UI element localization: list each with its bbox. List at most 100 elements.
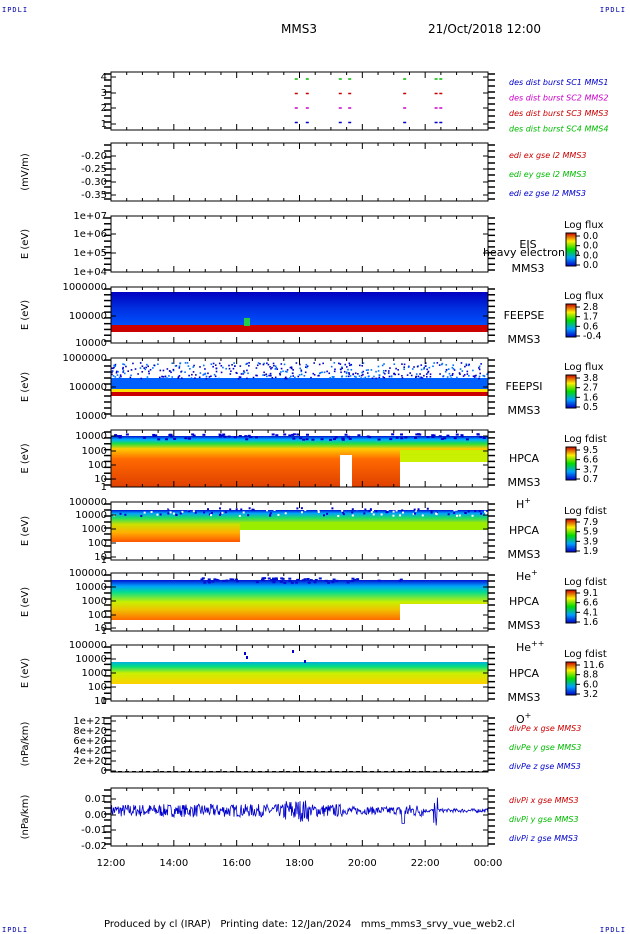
feepsi-pixel bbox=[125, 365, 127, 368]
hpca-h-speckle bbox=[329, 438, 333, 441]
feepsi-pixel bbox=[166, 377, 169, 380]
hpca-he-speckle bbox=[266, 509, 269, 512]
feepsi-pixel bbox=[158, 376, 161, 379]
hpca-h-speckle bbox=[348, 437, 352, 440]
feepsi-pixel bbox=[429, 375, 432, 378]
legend-entry: edi ez gse l2 MMS3 bbox=[509, 189, 586, 198]
spacecraft-label: MMS3 bbox=[508, 333, 541, 346]
feepse-low-energy-band bbox=[111, 325, 488, 332]
feepsi-pixel bbox=[276, 368, 279, 370]
feepsi-pixel bbox=[215, 370, 218, 373]
feepsi-pixel bbox=[210, 363, 213, 365]
hpca-he-speckle bbox=[484, 510, 487, 513]
hpca-he2-speckle bbox=[207, 578, 211, 581]
feepsi-pixel bbox=[420, 368, 423, 371]
colorbar-tick-label: 3.7 bbox=[583, 464, 598, 475]
hpca-he2-speckle bbox=[301, 579, 305, 582]
feepsi-pixel bbox=[362, 362, 365, 364]
feepsi-pixel bbox=[313, 373, 316, 376]
feepsi-pixel bbox=[122, 363, 124, 365]
hpca-he-speckle bbox=[238, 514, 241, 517]
burst-marker bbox=[294, 92, 298, 95]
burst-marker bbox=[434, 78, 438, 80]
hpca-he-speckle bbox=[269, 507, 272, 510]
hpca-h-speckle bbox=[254, 436, 258, 439]
feepsi-pixel bbox=[483, 375, 486, 378]
feepsi-pixel bbox=[256, 374, 258, 377]
feepsi-pixel bbox=[263, 362, 265, 365]
feepsi-pixel bbox=[480, 363, 482, 365]
y-tick-label: -0.35 bbox=[81, 190, 107, 201]
y-tick-label: -0.02 bbox=[81, 841, 107, 852]
hpca-he-speckle bbox=[341, 511, 344, 514]
feepsi-pixel bbox=[306, 366, 308, 369]
hpca-he2-speckle bbox=[270, 579, 274, 582]
hpca-he-speckle bbox=[221, 511, 224, 514]
hpca-he2-speckle bbox=[231, 578, 235, 581]
feepsi-pixel bbox=[213, 373, 216, 376]
hpca-he-speckle bbox=[337, 514, 340, 517]
hpca-he-speckle bbox=[220, 512, 223, 515]
y-tick-label: 4 bbox=[101, 72, 107, 83]
y-tick-label: 1000 bbox=[82, 446, 107, 457]
legend-entry: des dist burst SC4 MMS4 bbox=[509, 125, 608, 134]
feepsi-pixel bbox=[212, 365, 214, 368]
hpca-h-speckle bbox=[221, 434, 225, 437]
burst-marker bbox=[305, 92, 309, 95]
feepsi-pixel bbox=[415, 373, 418, 375]
feepsi-pixel bbox=[215, 367, 218, 370]
feepsi-pixel bbox=[479, 372, 482, 375]
feepsi-pixel bbox=[360, 374, 363, 377]
hpca-he2-speckle bbox=[215, 578, 219, 581]
feepsi-pixel bbox=[247, 372, 249, 375]
hpca-he2-speckle bbox=[255, 581, 259, 584]
feepsi-pixel bbox=[440, 363, 443, 366]
hpca-he2-speckle bbox=[261, 577, 265, 580]
hpca-he-speckle bbox=[273, 508, 276, 511]
feepsi-spectrogram bbox=[111, 378, 488, 389]
feepsi-pixel bbox=[290, 375, 292, 378]
hpca-h-speckle bbox=[283, 433, 287, 436]
feepsi-pixel bbox=[294, 376, 296, 379]
y-tick-label: 10 bbox=[94, 552, 107, 563]
feepsi-pixel bbox=[243, 371, 246, 374]
feepsi-pixel bbox=[427, 370, 430, 373]
colorbar-tick-label: 0.6 bbox=[583, 321, 598, 332]
feepsi-pixel bbox=[345, 375, 348, 378]
spacecraft-label: MMS3 bbox=[508, 691, 541, 704]
hpca-h-speckle bbox=[271, 433, 275, 436]
colorbar-tick-label: 3.8 bbox=[583, 373, 598, 384]
legend-entry: divPe y gse MMS3 bbox=[509, 743, 581, 752]
species-charge: + bbox=[525, 711, 532, 720]
colorbar-tick-label: 1.6 bbox=[583, 617, 598, 628]
hpca-o-point bbox=[292, 650, 294, 653]
y-axis-label: E (eV) bbox=[20, 587, 31, 617]
hpca-h-speckle bbox=[125, 433, 129, 436]
hpca-he-speckle bbox=[326, 512, 329, 515]
feepsi-pixel bbox=[347, 375, 350, 378]
y-axis-label: E (eV) bbox=[20, 372, 31, 402]
feepsi-pixel bbox=[401, 375, 403, 377]
feepsi-pixel bbox=[463, 374, 466, 376]
colorbar-title: Log fdist bbox=[564, 649, 607, 660]
feepsi-pixel bbox=[348, 373, 351, 375]
feepsi-pixel bbox=[475, 377, 478, 380]
feepsi-pixel bbox=[157, 363, 159, 366]
feepsi-pixel bbox=[362, 377, 365, 380]
hpca-he-speckle bbox=[235, 508, 238, 511]
hpca-he2-speckle bbox=[353, 578, 357, 581]
extra-label: heavy electron to bbox=[483, 246, 580, 259]
feepsi-pixel bbox=[279, 372, 281, 375]
burst-marker bbox=[348, 78, 352, 80]
y-tick-label: 100 bbox=[88, 538, 107, 549]
feepsi-pixel bbox=[419, 373, 421, 375]
feepsi-yellow-band bbox=[111, 389, 488, 392]
feepsi-pixel bbox=[177, 376, 180, 378]
colorbar-tick-label: 2.7 bbox=[583, 383, 598, 394]
footer-credit: Produced by cl (IRAP) Printing date: 12/… bbox=[104, 919, 515, 930]
feepsi-pixel bbox=[123, 372, 126, 375]
feepsi-pixel bbox=[345, 372, 348, 375]
feepsi-pixel bbox=[382, 371, 385, 374]
hpca-he-speckle bbox=[348, 507, 351, 510]
feepsi-pixel bbox=[274, 376, 277, 379]
